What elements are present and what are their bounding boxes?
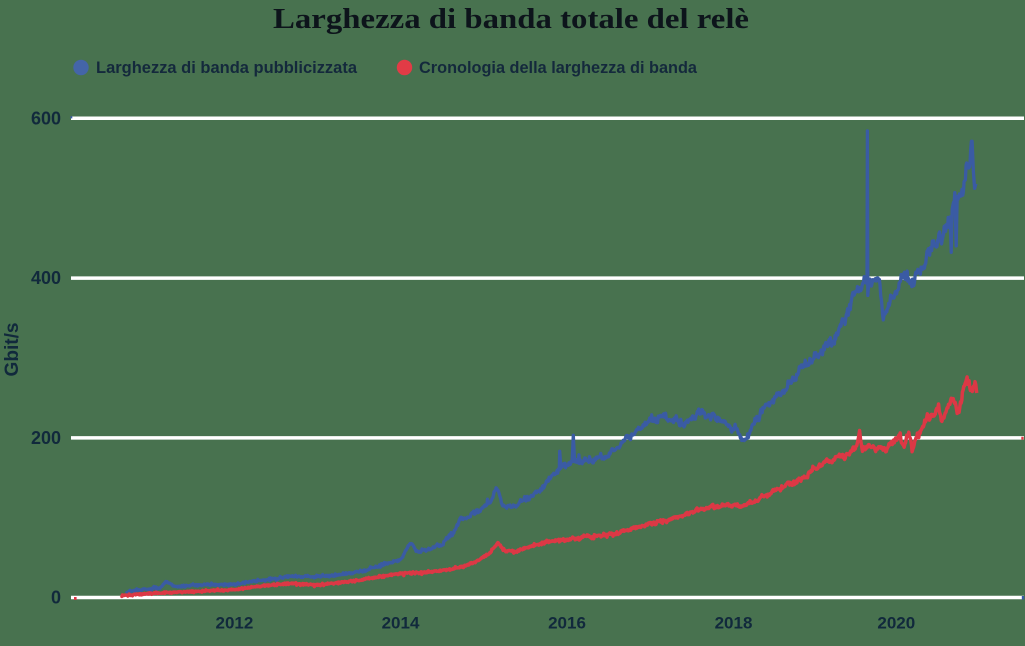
svg-text:Larghezza di banda totale del: Larghezza di banda totale del relè [273,3,749,35]
svg-text:Gbit/s: Gbit/s [2,323,23,377]
svg-text:Cronologia della larghezza di: Cronologia della larghezza di banda [419,58,698,77]
svg-text:200: 200 [31,428,61,448]
svg-text:2016: 2016 [548,614,586,633]
svg-text:2012: 2012 [215,614,253,633]
svg-text:2014: 2014 [382,614,420,633]
svg-text:0: 0 [51,588,61,608]
svg-text:400: 400 [31,268,61,288]
svg-text:Larghezza di banda pubblicizza: Larghezza di banda pubblicizzata [96,58,358,77]
svg-text:2018: 2018 [715,614,753,633]
svg-text:600: 600 [31,108,61,128]
svg-text:2020: 2020 [877,614,915,633]
